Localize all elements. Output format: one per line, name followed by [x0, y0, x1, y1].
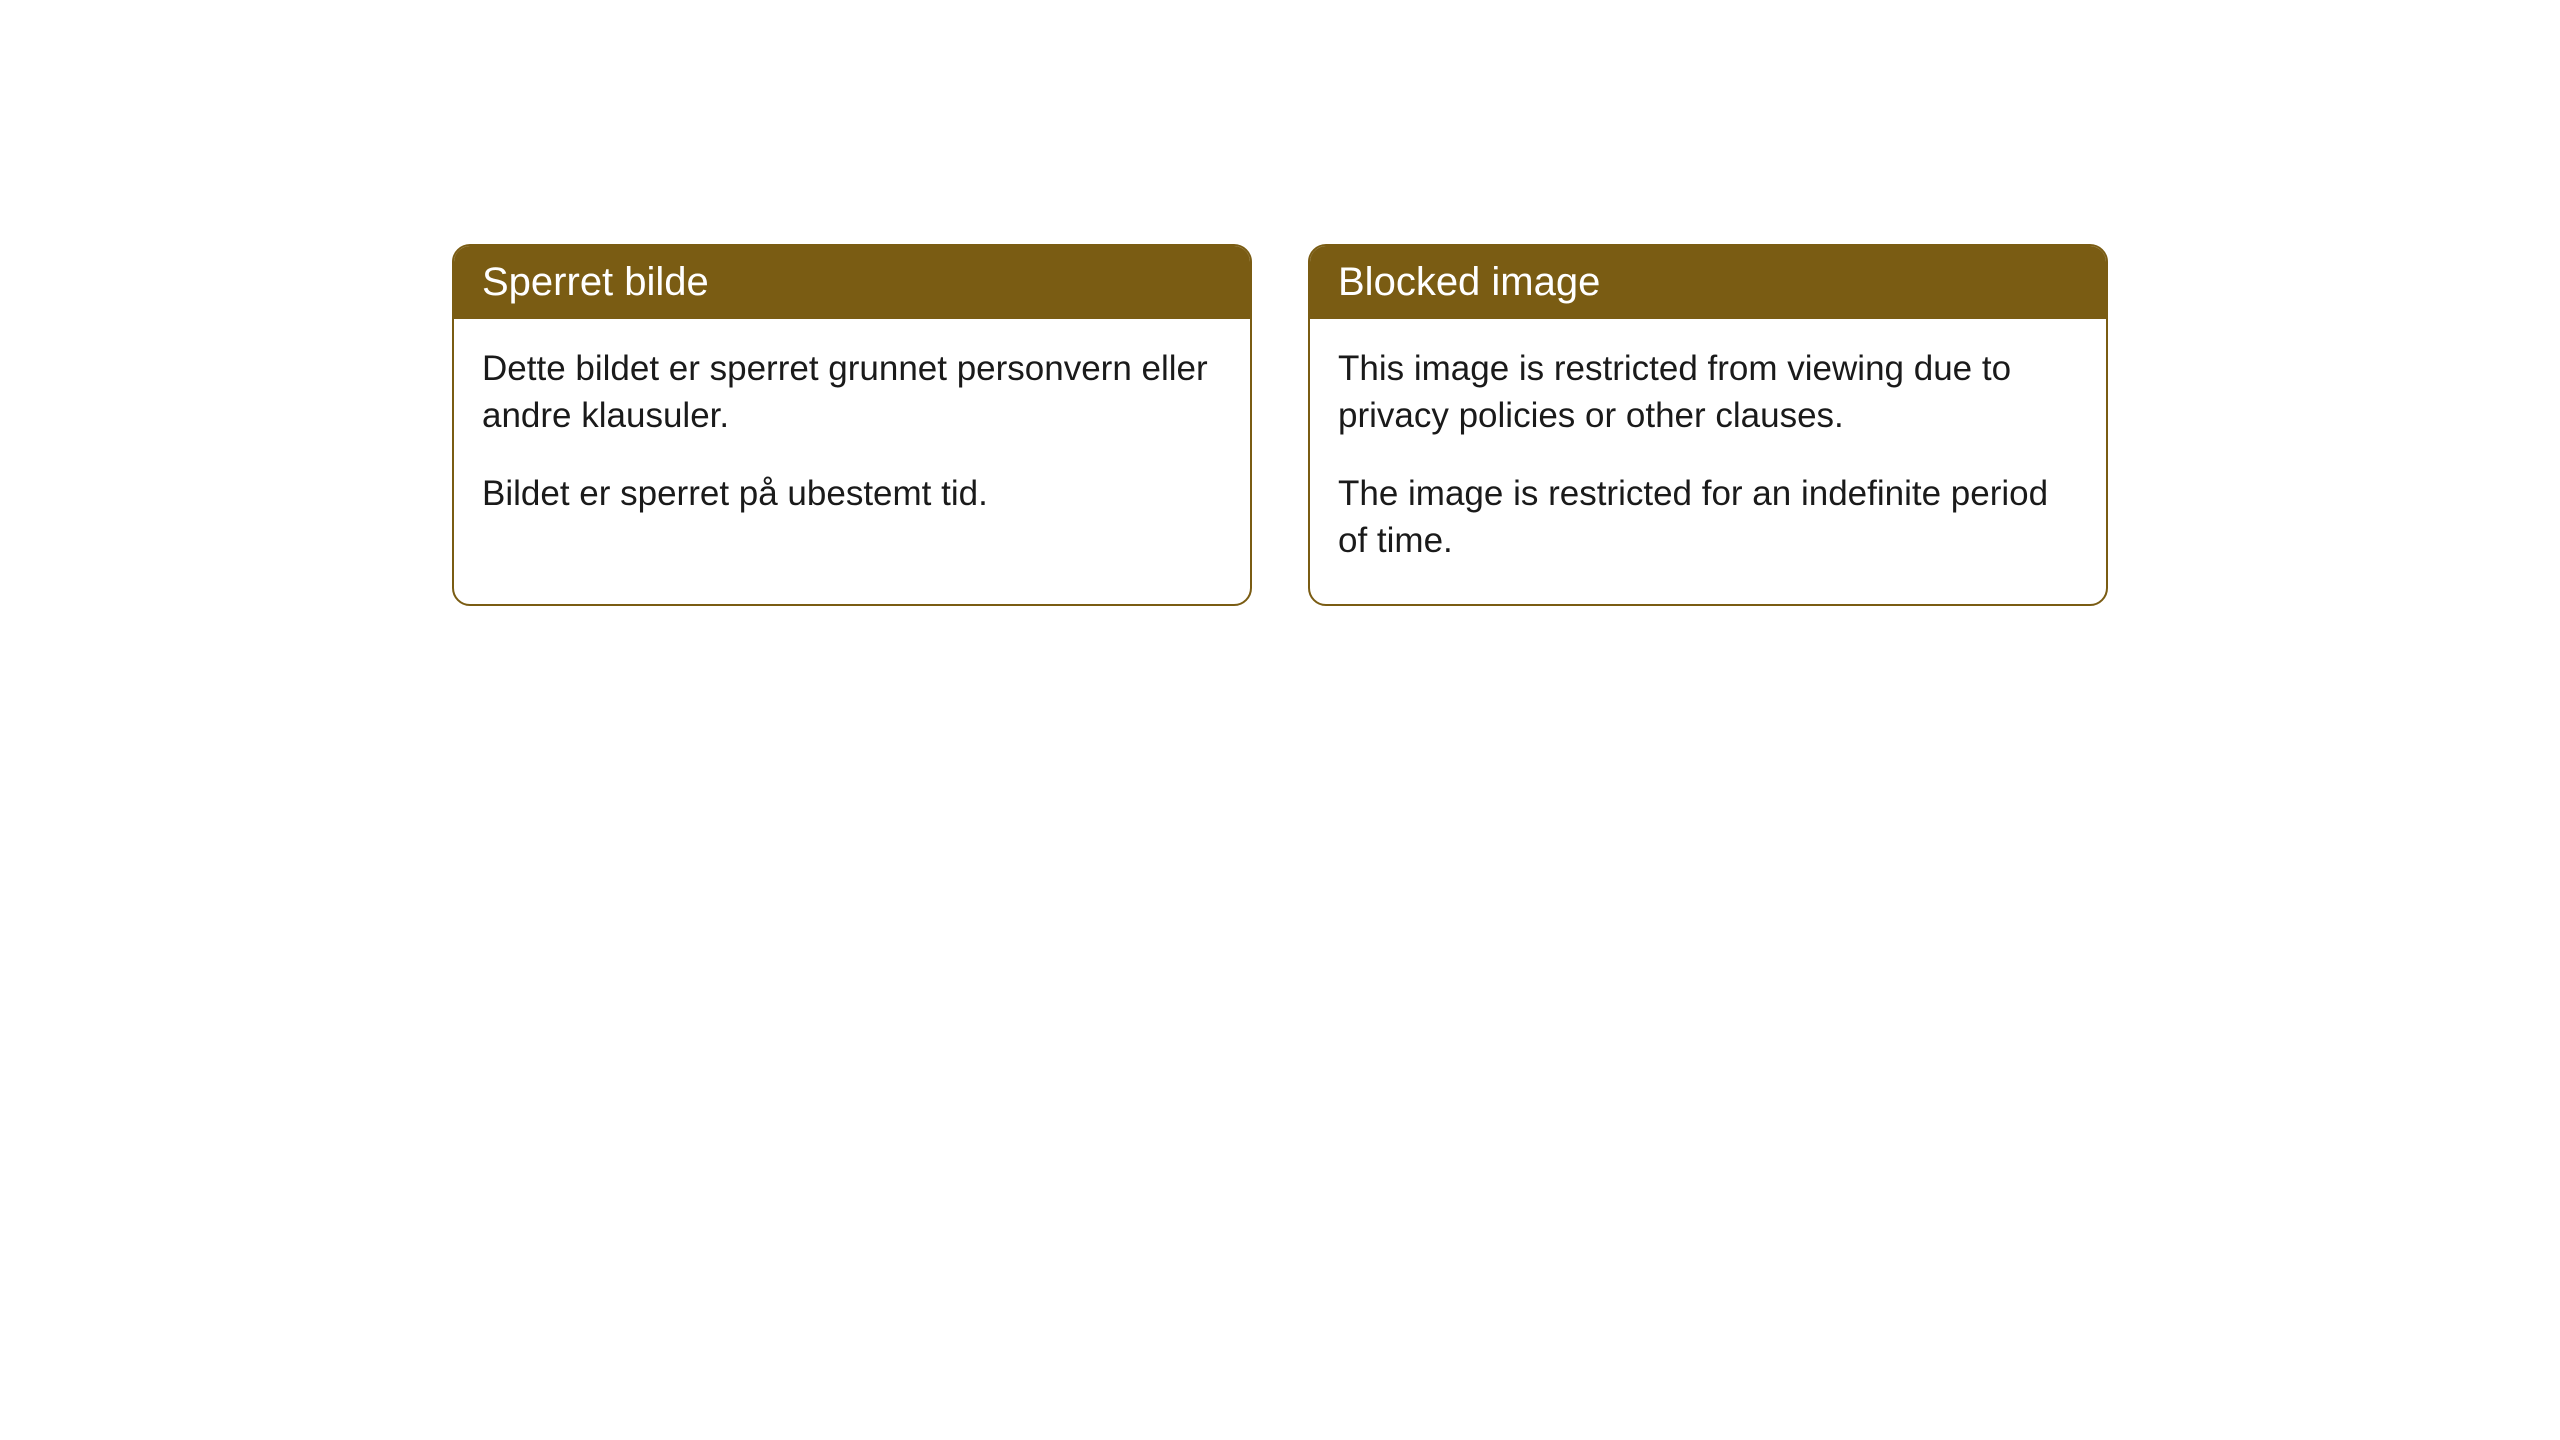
card-header: Sperret bilde	[454, 246, 1250, 319]
card-paragraph: This image is restricted from viewing du…	[1338, 345, 2078, 440]
card-title: Blocked image	[1338, 260, 1600, 304]
card-title: Sperret bilde	[482, 260, 709, 304]
card-body: Dette bildet er sperret grunnet personve…	[454, 319, 1250, 557]
notice-card-english: Blocked image This image is restricted f…	[1308, 244, 2108, 606]
card-header: Blocked image	[1310, 246, 2106, 319]
notice-card-norwegian: Sperret bilde Dette bildet er sperret gr…	[452, 244, 1252, 606]
notice-container: Sperret bilde Dette bildet er sperret gr…	[0, 0, 2560, 850]
card-body: This image is restricted from viewing du…	[1310, 319, 2106, 604]
card-paragraph: Bildet er sperret på ubestemt tid.	[482, 470, 1222, 517]
card-paragraph: Dette bildet er sperret grunnet personve…	[482, 345, 1222, 440]
card-paragraph: The image is restricted for an indefinit…	[1338, 470, 2078, 565]
